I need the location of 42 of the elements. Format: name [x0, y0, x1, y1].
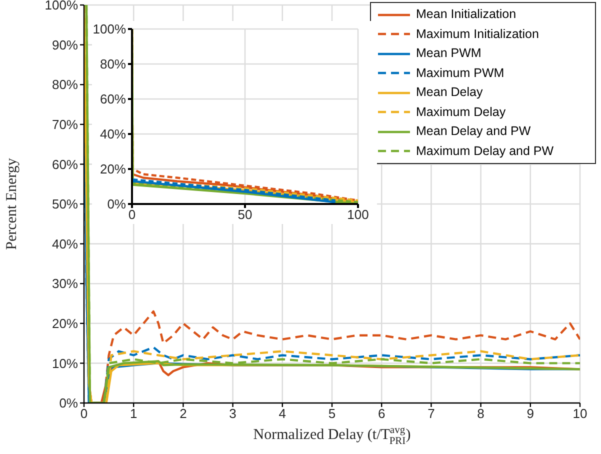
y-tick-label: 50%: [52, 196, 78, 212]
x-tick-label: 2: [180, 406, 187, 422]
x-tick-label: 10: [572, 406, 588, 422]
y-tick-label: 90%: [52, 37, 78, 52]
x-tick-label: 50: [238, 207, 252, 222]
legend-label: Mean PWM: [416, 45, 482, 62]
x-tick-label: 3: [229, 406, 236, 422]
y-tick-label: 10%: [52, 356, 78, 371]
y-tick-label: 30%: [52, 276, 78, 292]
x-tick-label: 5: [328, 406, 336, 422]
y-tick-label: 40%: [100, 126, 126, 142]
legend-label: Mean Delay: [416, 84, 483, 101]
x-tick-label: 7: [428, 406, 435, 422]
y-tick-label: 60%: [52, 156, 78, 172]
y-tick-label: 80%: [100, 56, 126, 72]
x-tick-label: 100: [347, 207, 369, 222]
legend-label: Maximum Initialization: [416, 26, 539, 42]
y-tick-label: 20%: [52, 316, 78, 332]
y-tick-label: 70%: [52, 117, 78, 132]
y-tick-label: 20%: [100, 162, 126, 177]
y-tick-label: 80%: [52, 77, 78, 92]
x-tick-label: 4: [278, 406, 286, 422]
legend-label: Maximum Delay and PW: [416, 142, 554, 160]
y-tick-label: 0%: [107, 196, 126, 212]
x-tick-label: 6: [378, 406, 386, 422]
x-tick-label: 0: [80, 406, 88, 422]
x-tick-label: 1: [130, 406, 138, 422]
x-axis-title: Normalized Delay (t/T$^{avg}$$_{PRI}$): [253, 425, 411, 447]
y-axis-title: Percent Energy: [4, 158, 20, 250]
legend-label: Mean Initialization: [416, 6, 516, 23]
legend-label: Maximum PWM: [416, 64, 504, 82]
x-tick-label: 9: [526, 406, 534, 422]
y-tick-label: 0%: [59, 396, 78, 411]
line-series: [84, 5, 580, 403]
legend-label: Mean Delay and PW: [416, 123, 531, 140]
x-tick-label: 0: [128, 207, 136, 222]
y-tick-label: 60%: [100, 92, 126, 107]
y-tick-label: 40%: [52, 236, 78, 252]
x-tick-label: 8: [477, 406, 484, 422]
y-tick-label: 100%: [44, 0, 78, 13]
y-tick-label: 100%: [92, 22, 126, 37]
legend-label: Maximum Delay: [416, 104, 506, 121]
